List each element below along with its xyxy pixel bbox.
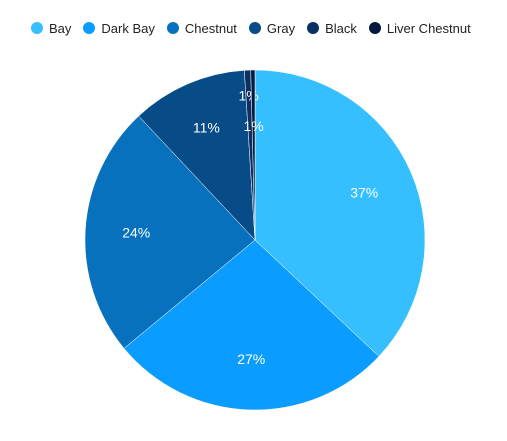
slice-label: 1% xyxy=(243,118,263,134)
legend-swatch xyxy=(31,22,43,34)
pie-slice[interactable] xyxy=(84,115,256,349)
slice-label: 11% xyxy=(193,120,220,136)
pie-slice[interactable] xyxy=(250,69,256,241)
legend-label: Chestnut xyxy=(184,20,237,36)
legend-item[interactable]: Liver Chestnut xyxy=(368,20,471,36)
legend-item[interactable]: Dark Bay xyxy=(83,20,155,36)
slice-label: 1% xyxy=(239,88,259,104)
slice-label: 27% xyxy=(237,351,265,367)
slice-label: 24% xyxy=(122,225,150,241)
legend-item[interactable]: Chestnut xyxy=(166,20,237,36)
legend-swatch xyxy=(248,22,261,34)
slice-label: 37% xyxy=(350,185,378,201)
legend-label: Gray xyxy=(266,20,296,36)
legend-swatch xyxy=(307,22,320,34)
legend-item[interactable]: Gray xyxy=(248,20,296,36)
legend-swatch xyxy=(166,22,179,34)
legend-label: Bay xyxy=(49,20,72,36)
legend-label: Black xyxy=(325,20,357,36)
legend-swatch xyxy=(83,22,96,34)
legend-label: Dark Bay xyxy=(101,20,155,36)
pie-slice[interactable] xyxy=(254,69,426,357)
legend-label: Liver Chestnut xyxy=(386,20,471,36)
chart-legend: Bay Dark Bay Chestnut Gray Black Liver Chestn… xyxy=(31,19,507,37)
legend-item[interactable]: Bay xyxy=(31,21,71,36)
pie-slice[interactable] xyxy=(138,70,256,241)
pie-slice[interactable] xyxy=(123,239,380,411)
legend-swatch xyxy=(368,22,381,34)
legend-item[interactable]: Black xyxy=(307,21,357,36)
